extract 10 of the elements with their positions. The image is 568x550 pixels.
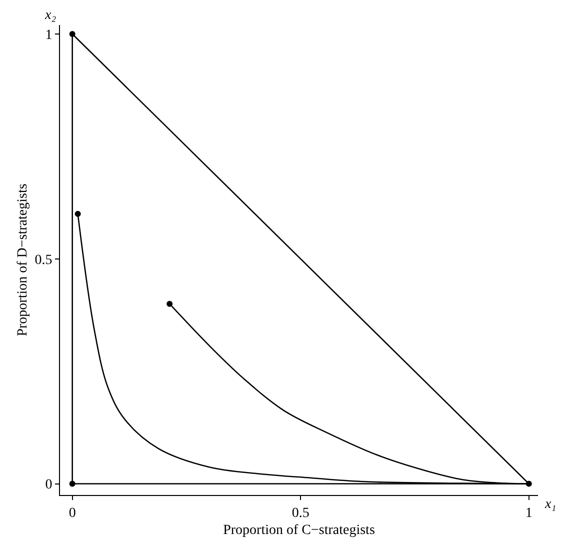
y-tick-label: 0.5	[34, 252, 52, 268]
y-tick-label: 0	[45, 478, 52, 493]
x-tick-label: 0.5	[292, 506, 310, 521]
y-tick-label: 1	[45, 28, 52, 43]
text: x₂	[44, 8, 56, 23]
x-axis-title: Proportion of C−strategists	[223, 523, 375, 538]
y-axis-title: Proportion of D−strategists	[15, 184, 30, 336]
text: x₁	[544, 497, 556, 512]
x-tick-label: 1	[525, 506, 532, 521]
x-tick-label: 0	[68, 506, 76, 521]
